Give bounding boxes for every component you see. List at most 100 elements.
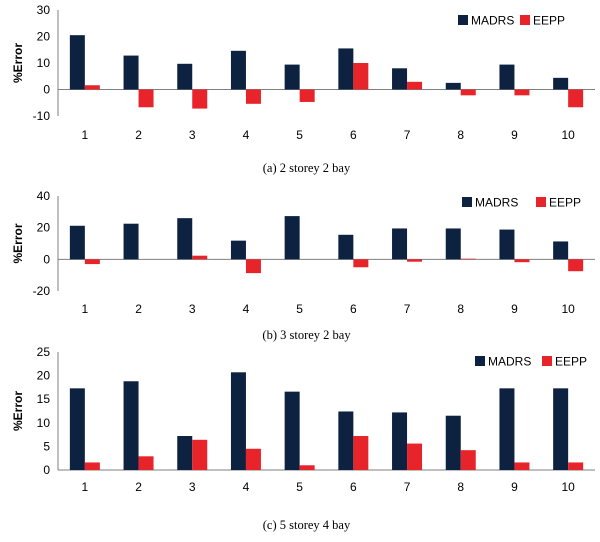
bar-eepp-7 bbox=[407, 443, 423, 470]
x-tick-label: 2 bbox=[135, 128, 142, 142]
y-tick-label: 10 bbox=[37, 56, 51, 70]
bar-madrs-10 bbox=[553, 77, 569, 90]
bar-madrs-1 bbox=[69, 35, 85, 90]
x-tick-label: 8 bbox=[457, 302, 464, 316]
chart-panel-2: -20 0 20 40 %Error 1 2 3 4 5 6 7 8 9 10 MADRS EEPP (b) 3 … bbox=[11, 189, 595, 342]
panel-caption: (a) 2 storey 2 bay bbox=[263, 161, 351, 175]
bar-eepp-5 bbox=[299, 465, 315, 470]
bar-eepp-1 bbox=[84, 85, 100, 90]
panel-caption: (c) 5 storey 4 bay bbox=[263, 518, 351, 532]
x-tick-label: 3 bbox=[189, 302, 196, 316]
bar-eepp-7 bbox=[407, 259, 423, 262]
y-tick-label: 40 bbox=[37, 189, 51, 203]
bar-madrs-8 bbox=[445, 82, 461, 90]
x-tick-label: 7 bbox=[404, 480, 411, 494]
x-tick-label: 6 bbox=[350, 128, 357, 142]
bar-eepp-6 bbox=[353, 259, 369, 268]
legend-swatch-madrs bbox=[475, 356, 485, 366]
legend-swatch-eepp bbox=[520, 15, 530, 25]
bar-eepp-6 bbox=[353, 436, 369, 470]
bar-eepp-8 bbox=[460, 450, 476, 470]
bar-madrs-8 bbox=[445, 228, 461, 260]
y-tick-label: 0 bbox=[43, 252, 50, 266]
bar-madrs-9 bbox=[499, 388, 515, 470]
legend-swatch-madrs bbox=[462, 197, 472, 207]
legend-label-madrs: MADRS bbox=[471, 14, 514, 28]
y-tick-label: -20 bbox=[33, 284, 51, 298]
bar-madrs-9 bbox=[499, 229, 515, 260]
legend-label-madrs: MADRS bbox=[488, 355, 531, 369]
x-tick-label: 5 bbox=[296, 480, 303, 494]
x-tick-label: 9 bbox=[511, 302, 518, 316]
x-tick-label: 6 bbox=[350, 302, 357, 316]
y-tick-label: 5 bbox=[43, 439, 50, 453]
bar-madrs-6 bbox=[338, 234, 354, 260]
bar-madrs-2 bbox=[123, 381, 139, 470]
legend-swatch-eepp bbox=[536, 197, 546, 207]
x-tick-label: 7 bbox=[404, 302, 411, 316]
x-tick-label: 1 bbox=[82, 128, 89, 142]
bar-madrs-3 bbox=[177, 218, 193, 260]
bar-madrs-1 bbox=[69, 225, 85, 260]
bar-madrs-2 bbox=[123, 223, 139, 260]
y-tick-label: 0 bbox=[43, 463, 50, 477]
x-tick-label: 2 bbox=[135, 480, 142, 494]
bar-eepp-8 bbox=[460, 89, 476, 96]
bar-madrs-5 bbox=[284, 216, 300, 260]
bar-eepp-3 bbox=[192, 439, 208, 470]
bar-eepp-7 bbox=[407, 81, 423, 90]
bar-eepp-10 bbox=[568, 259, 584, 272]
bar-eepp-2 bbox=[138, 89, 154, 108]
x-tick-label: 7 bbox=[404, 128, 411, 142]
bar-eepp-1 bbox=[84, 462, 100, 470]
bar-madrs-7 bbox=[392, 412, 408, 470]
legend-label-madrs: MADRS bbox=[475, 196, 518, 210]
legend-swatch-madrs bbox=[458, 15, 468, 25]
panel-caption: (b) 3 storey 2 bay bbox=[262, 328, 351, 342]
y-tick-label: 30 bbox=[37, 3, 51, 17]
x-tick-label: 10 bbox=[561, 302, 575, 316]
bar-eepp-4 bbox=[245, 89, 261, 104]
bar-madrs-10 bbox=[553, 388, 569, 470]
chart-panel-3: 0 5 10 15 20 25 %Error 1 2 3 4 5 6 7 8 9 10 MADRS EEPP (c) … bbox=[11, 345, 595, 532]
y-tick-label: 20 bbox=[37, 30, 51, 44]
y-axis-title: %Error bbox=[11, 223, 25, 263]
y-tick-label: -10 bbox=[33, 109, 51, 123]
x-tick-label: 10 bbox=[561, 128, 575, 142]
x-tick-label: 4 bbox=[243, 128, 250, 142]
legend-swatch-eepp bbox=[542, 356, 552, 366]
y-tick-label: 25 bbox=[37, 345, 51, 359]
bar-madrs-9 bbox=[499, 64, 515, 90]
legend-label-eepp: EEPP bbox=[555, 355, 587, 369]
y-tick-label: 10 bbox=[37, 416, 51, 430]
bar-eepp-2 bbox=[138, 456, 154, 470]
bar-madrs-7 bbox=[392, 228, 408, 260]
bar-eepp-5 bbox=[299, 89, 315, 102]
y-axis-title: %Error bbox=[11, 43, 25, 83]
bar-madrs-6 bbox=[338, 48, 354, 90]
bar-eepp-9 bbox=[514, 462, 530, 470]
bar-madrs-4 bbox=[230, 50, 246, 90]
y-tick-label: 20 bbox=[37, 369, 51, 383]
x-tick-label: 8 bbox=[457, 480, 464, 494]
x-tick-label: 9 bbox=[511, 128, 518, 142]
bar-eepp-9 bbox=[514, 89, 530, 96]
legend-label-eepp: EEPP bbox=[533, 14, 565, 28]
bar-eepp-10 bbox=[568, 89, 584, 108]
bar-eepp-3 bbox=[192, 89, 208, 109]
legend-label-eepp: EEPP bbox=[549, 196, 581, 210]
bar-madrs-1 bbox=[69, 388, 85, 470]
y-tick-label: 15 bbox=[37, 392, 51, 406]
bar-eepp-1 bbox=[84, 259, 100, 265]
x-tick-label: 5 bbox=[296, 302, 303, 316]
bar-madrs-4 bbox=[230, 372, 246, 470]
bar-madrs-3 bbox=[177, 63, 193, 90]
x-tick-label: 10 bbox=[561, 480, 575, 494]
x-tick-label: 2 bbox=[135, 302, 142, 316]
bar-madrs-7 bbox=[392, 68, 408, 90]
bar-madrs-8 bbox=[445, 415, 461, 470]
x-tick-label: 3 bbox=[189, 128, 196, 142]
x-tick-label: 4 bbox=[243, 302, 250, 316]
bar-eepp-4 bbox=[245, 448, 261, 470]
bar-eepp-3 bbox=[192, 255, 208, 260]
